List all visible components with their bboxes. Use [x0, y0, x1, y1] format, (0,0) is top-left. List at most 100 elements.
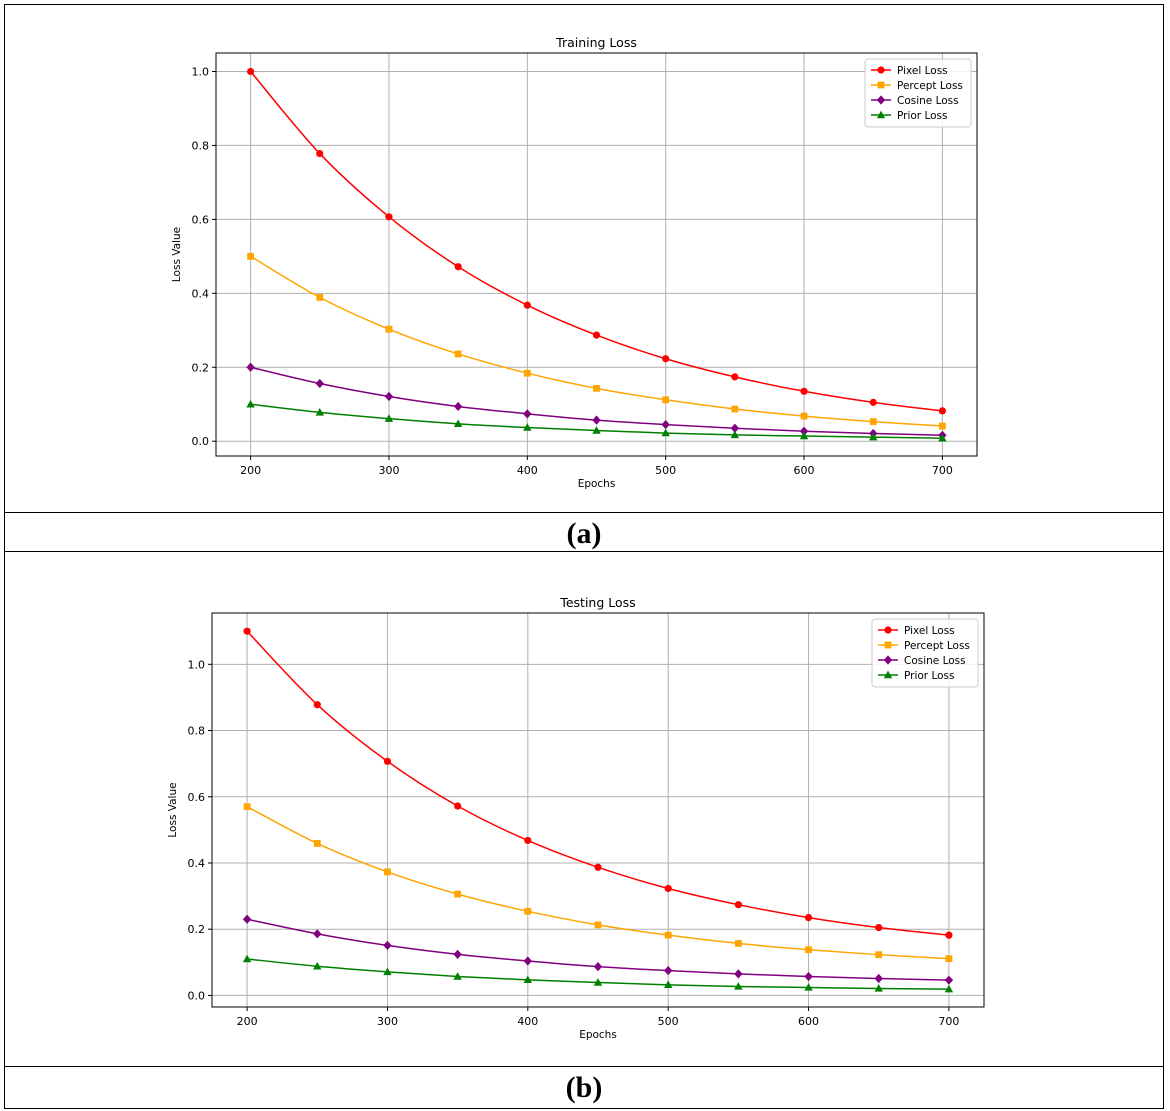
data-point-pixel-loss	[945, 931, 953, 939]
data-point-prior-loss	[938, 433, 947, 442]
series-pixel-loss	[243, 627, 953, 939]
legend-label-percept-loss: Percept Loss	[897, 80, 963, 92]
series-line-pixel-loss	[246, 630, 949, 936]
data-point-percept-loss	[939, 422, 946, 430]
data-point-percept-loss	[734, 940, 742, 947]
data-point-percept-loss	[800, 412, 808, 420]
data-point-cosine-loss	[383, 940, 392, 951]
data-point-percept-loss	[384, 868, 391, 876]
series-line-percept-loss	[250, 255, 943, 427]
data-point-pixel-loss	[875, 923, 883, 932]
legend-label-pixel-loss: Pixel Loss	[904, 625, 955, 637]
plot-frame	[211, 612, 985, 1008]
data-point-percept-loss	[247, 252, 254, 260]
data-point-pixel-loss	[594, 863, 602, 871]
data-point-prior-loss	[661, 428, 670, 437]
data-point-prior-loss	[799, 431, 809, 440]
series-cosine-loss	[242, 914, 954, 985]
series-line-pixel-loss	[250, 71, 943, 412]
legend-box	[871, 618, 979, 688]
data-point-prior-loss	[730, 430, 740, 439]
data-point-prior-loss	[944, 984, 954, 993]
legend-label-pixel-loss: Pixel Loss	[897, 65, 948, 77]
y-tick-label: 1.0	[188, 658, 206, 671]
data-point-cosine-loss	[242, 914, 252, 924]
data-point-cosine-loss	[523, 409, 532, 419]
x-tick-label: 400	[517, 1015, 538, 1028]
x-tick-label: 600	[798, 1015, 819, 1028]
data-point-cosine-loss	[734, 969, 743, 979]
x-tick-label: 700	[938, 1015, 959, 1028]
data-point-percept-loss	[524, 907, 532, 915]
label-cell-a: (a)	[5, 512, 1163, 554]
training-loss-chart: 200 300 400 500 600 700 0.0 0.2 0.4 0.6 0.8 1.0 Trai…	[171, 35, 978, 490]
y-tick-label: 0.8	[188, 725, 206, 738]
grid	[212, 613, 984, 1007]
data-point-cosine-loss	[799, 426, 809, 436]
series-line-percept-loss	[246, 806, 949, 960]
data-point-prior-loss	[453, 972, 462, 980]
data-point-cosine-loss	[246, 362, 255, 372]
data-point-cosine-loss	[453, 401, 463, 412]
data-point-pixel-loss	[246, 67, 255, 76]
data-point-percept-loss	[945, 955, 953, 963]
legend-label-cosine-loss: Cosine Loss	[897, 95, 959, 107]
data-point-percept-loss	[316, 293, 324, 301]
data-point-prior-loss	[592, 426, 601, 434]
y-tick-label: 0.0	[188, 989, 206, 1002]
panel-label-b: (b)	[565, 1070, 603, 1104]
data-point-pixel-loss	[316, 149, 324, 158]
data-point-cosine-loss	[315, 378, 324, 389]
data-point-pixel-loss	[664, 884, 672, 893]
panel-a: 200 300 400 500 600 700 0.0 0.2 0.4 0.6 0.8 1.0 Trai…	[4, 4, 1164, 555]
plot-frame	[215, 52, 978, 457]
series-line-cosine-loss	[250, 366, 943, 437]
panel-b: 200 300 400 500 600 700 0.0 0.2 0.4 0.6 0.8 1.0 Test…	[4, 551, 1164, 1109]
data-point-prior-loss	[313, 961, 322, 970]
panel-label-a: (a)	[566, 516, 602, 550]
data-point-prior-loss	[246, 399, 255, 408]
data-point-pixel-loss	[804, 914, 813, 922]
data-point-cosine-loss	[804, 971, 813, 982]
legend: Pixel Loss Percept Loss Cosine Loss Prior L…	[871, 618, 979, 688]
legend-box	[864, 58, 972, 128]
data-point-pixel-loss	[243, 627, 251, 635]
x-tick-label: 400	[517, 464, 538, 477]
data-point-cosine-loss	[730, 423, 740, 433]
series-prior-loss	[246, 399, 947, 442]
legend-label-prior-loss: Prior Loss	[897, 110, 948, 122]
data-point-percept-loss	[313, 840, 321, 847]
data-point-percept-loss	[875, 951, 883, 959]
data-point-pixel-loss	[383, 757, 392, 765]
data-point-percept-loss	[731, 405, 739, 413]
label-cell-b: (b)	[5, 1066, 1163, 1108]
series-cosine-loss	[246, 362, 947, 440]
y-tick-label: 0.0	[192, 435, 210, 448]
legend: Pixel Loss Percept Loss Cosine Loss Prior L…	[864, 58, 972, 128]
data-point-percept-loss	[454, 890, 462, 898]
legend-marker-cosine-loss	[883, 655, 893, 665]
plot-cell-b: 200 300 400 500 600 700 0.0 0.2 0.4 0.6 0.8 1.0 Test…	[5, 552, 1163, 1066]
data-point-pixel-loss	[524, 836, 532, 845]
data-point-pixel-loss	[662, 355, 670, 363]
series-pixel-loss	[246, 67, 947, 415]
legend-marker-percept-loss	[877, 81, 885, 89]
y-tick-label: 0.6	[188, 791, 206, 804]
data-point-percept-loss	[243, 803, 251, 811]
x-axis-label: Epochs	[579, 1029, 617, 1041]
data-point-pixel-loss	[385, 213, 393, 221]
legend-label-prior-loss: Prior Loss	[904, 670, 955, 682]
legend-marker-percept-loss	[884, 641, 892, 649]
y-tick-label: 1.0	[192, 65, 210, 78]
data-point-pixel-loss	[592, 331, 601, 339]
x-tick-label: 200	[237, 1015, 258, 1028]
chart-title: Testing Loss	[559, 595, 635, 610]
data-point-pixel-loss	[731, 373, 739, 381]
data-point-percept-loss	[869, 418, 877, 426]
data-point-prior-loss	[242, 954, 252, 963]
data-point-prior-loss	[804, 983, 813, 991]
data-point-percept-loss	[385, 325, 393, 333]
data-point-pixel-loss	[454, 263, 462, 271]
y-tick-label: 0.4	[192, 287, 210, 300]
data-point-cosine-loss	[874, 973, 883, 984]
